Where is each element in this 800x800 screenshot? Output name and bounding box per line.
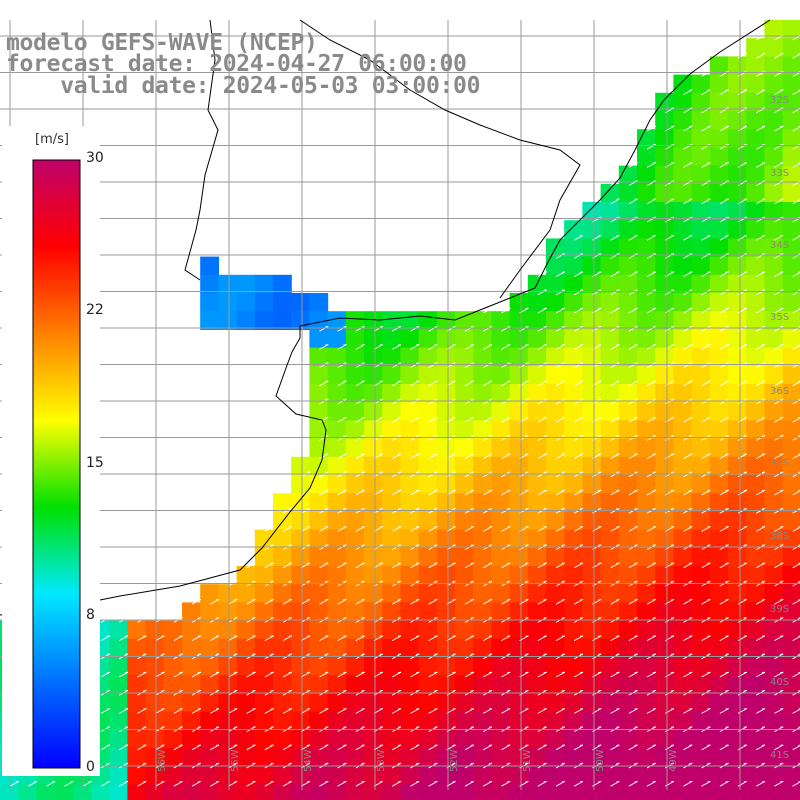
colorbar-tick-15: 15	[86, 455, 104, 471]
lon-label: 52W	[449, 749, 460, 772]
model-title: modelo GEFS-WAVE (NCEP)	[6, 30, 318, 56]
lat-label: 40S	[770, 677, 790, 688]
lon-label: 49W	[668, 749, 679, 772]
lat-label: 34S	[770, 240, 790, 251]
lat-label: 33S	[770, 168, 790, 179]
colorbar-tick-30: 30	[86, 150, 104, 166]
lat-label: 39S	[770, 604, 790, 615]
coastline	[0, 19, 771, 616]
lat-label: 41S	[770, 750, 790, 761]
colorbar	[2, 126, 100, 776]
lat-label: 32S	[770, 95, 790, 106]
lat-lon-grid	[0, 20, 800, 790]
lon-label: 54W	[303, 749, 314, 772]
colorbar-tick-22: 22	[86, 302, 104, 318]
colorbar-tick-8: 8	[86, 607, 95, 623]
lat-label: 38S	[770, 531, 790, 542]
colorbar-units: [m/s]	[33, 132, 71, 147]
wind-speed-field	[0, 20, 800, 800]
lat-label: 36S	[770, 386, 790, 397]
lat-label: 37S	[770, 458, 790, 469]
lon-label: 56W	[157, 749, 168, 772]
lon-label: 50W	[595, 749, 606, 772]
forecast-date: forecast date: 2024-04-27 06:00:00	[6, 51, 467, 77]
lon-label: 55W	[230, 749, 241, 772]
lon-label: 51W	[522, 749, 533, 772]
lon-label: 53W	[376, 749, 387, 772]
colorbar-tick-0: 0	[86, 759, 95, 775]
valid-date: valid date: 2024-05-03 03:00:00	[6, 73, 481, 99]
lat-label: 35S	[770, 312, 790, 323]
